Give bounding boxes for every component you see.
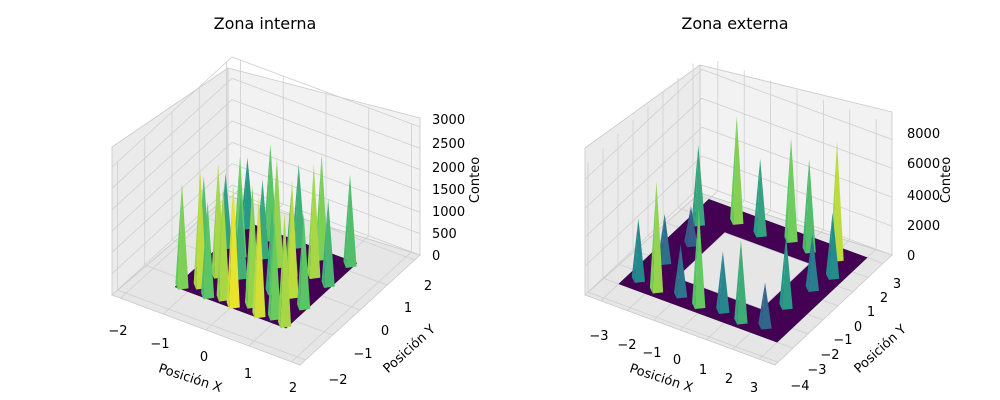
y-axis-label: Posición Y [381,322,439,377]
x-tick-label: −1 [150,337,169,352]
chart-title: Zona externa [681,14,788,33]
y-tick-label: 1 [404,301,412,316]
y-tick-label: 1 [867,305,875,320]
y-tick-label: 2 [424,279,432,294]
z-tick-label: 6000 [907,157,940,172]
y-tick-label: 0 [854,320,862,335]
chart-title: Zona interna [214,14,317,33]
x-tick-label: 2 [725,372,733,387]
z-axis: 0 2000 4000 6000 8000 Conteo [907,127,954,264]
z-tick-label: 1500 [432,183,465,198]
z-axis: 0 500 1000 1500 2000 2500 3000 Conteo [432,113,483,264]
subplot-zona-interna: Zona interna −2 −1 0 1 2 Posición X −2 −… [108,14,483,396]
x-axis-label: Posición X [628,361,695,396]
z-tick-label: 8000 [907,127,940,142]
x-tick-label: 0 [200,350,208,365]
x-axis-label: Posición X [157,361,224,396]
x-tick-label: 2 [289,381,297,396]
z-tick-label: 0 [907,249,915,264]
subplot-zona-externa: Zona externa −3 −2 −1 0 1 2 3 Posición X… [585,14,954,396]
y-tick-label: −2 [820,348,839,363]
z-tick-label: 4000 [907,189,940,204]
x-tick-label: 3 [750,381,758,396]
z-tick-label: 2000 [432,161,465,176]
y-tick-label: 0 [381,324,389,339]
x-tick-label: 1 [699,363,707,378]
x-tick-label: 1 [244,367,252,382]
z-axis-label: Conteo [939,157,954,203]
x-tick-label: 0 [673,353,681,368]
x-tick-label: −2 [108,324,127,339]
z-tick-label: 0 [432,249,440,264]
y-tick-label: −1 [353,347,372,362]
z-tick-label: 500 [432,227,457,242]
z-tick-label: 2000 [907,219,940,234]
y-tick-label: 2 [880,291,888,306]
z-axis-label: Conteo [468,157,483,203]
x-tick-label: −3 [589,329,608,344]
x-tick-label: −1 [642,346,661,361]
y-tick-label: −3 [807,363,826,378]
x-tick-label: −2 [617,338,636,353]
y-tick-label: −1 [833,333,852,348]
y-tick-label: 3 [893,277,901,292]
z-tick-label: 2500 [432,137,465,152]
y-tick-label: −4 [790,379,809,394]
z-tick-label: 1000 [432,205,465,220]
y-tick-label: −2 [328,373,347,388]
z-tick-label: 3000 [432,113,465,128]
